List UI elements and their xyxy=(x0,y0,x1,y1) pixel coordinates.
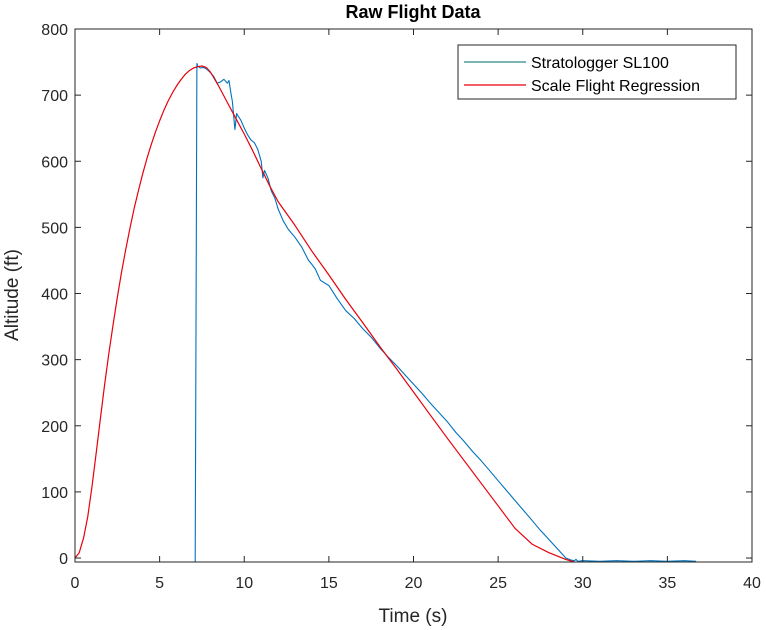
y-tick-label: 300 xyxy=(41,353,68,370)
x-tick-label: 40 xyxy=(743,575,761,592)
chart-title: Raw Flight Data xyxy=(345,2,481,22)
x-tick-label: 20 xyxy=(405,575,423,592)
y-tick-label: 500 xyxy=(41,220,68,237)
legend-box xyxy=(457,44,737,100)
x-tick-label: 5 xyxy=(155,575,164,592)
x-tick-label: 15 xyxy=(320,575,338,592)
plot-area: 0 5 10 15 20 25 30 35 40010020030040050060070080… xyxy=(41,22,761,592)
y-tick-label: 700 xyxy=(41,88,68,105)
y-tick-label: 800 xyxy=(41,22,68,39)
x-tick-label: 35 xyxy=(658,575,676,592)
legend-label-stratologger: Stratologger SL100 xyxy=(531,55,669,72)
y-axis-label: Altitude (ft) xyxy=(2,249,23,341)
series-line-regression xyxy=(74,65,575,563)
x-tick-label: 30 xyxy=(574,575,592,592)
legend-label-regression: Scale Flight Regression xyxy=(531,78,700,95)
y-tick-label: 0 xyxy=(59,551,68,568)
x-tick-label: 25 xyxy=(489,575,507,592)
y-tick-label: 100 xyxy=(41,485,68,502)
series-line-stratologger xyxy=(194,62,697,563)
x-tick-label: 0 xyxy=(71,575,80,592)
y-tick-label: 600 xyxy=(41,154,68,171)
y-tick-label: 400 xyxy=(41,287,68,304)
x-axis-label: Time (s) xyxy=(379,606,448,627)
y-tick-label: 200 xyxy=(41,419,68,436)
x-tick-label: 10 xyxy=(235,575,253,592)
legend: Stratologger SL100 Scale Flight Regressi… xyxy=(457,44,737,100)
